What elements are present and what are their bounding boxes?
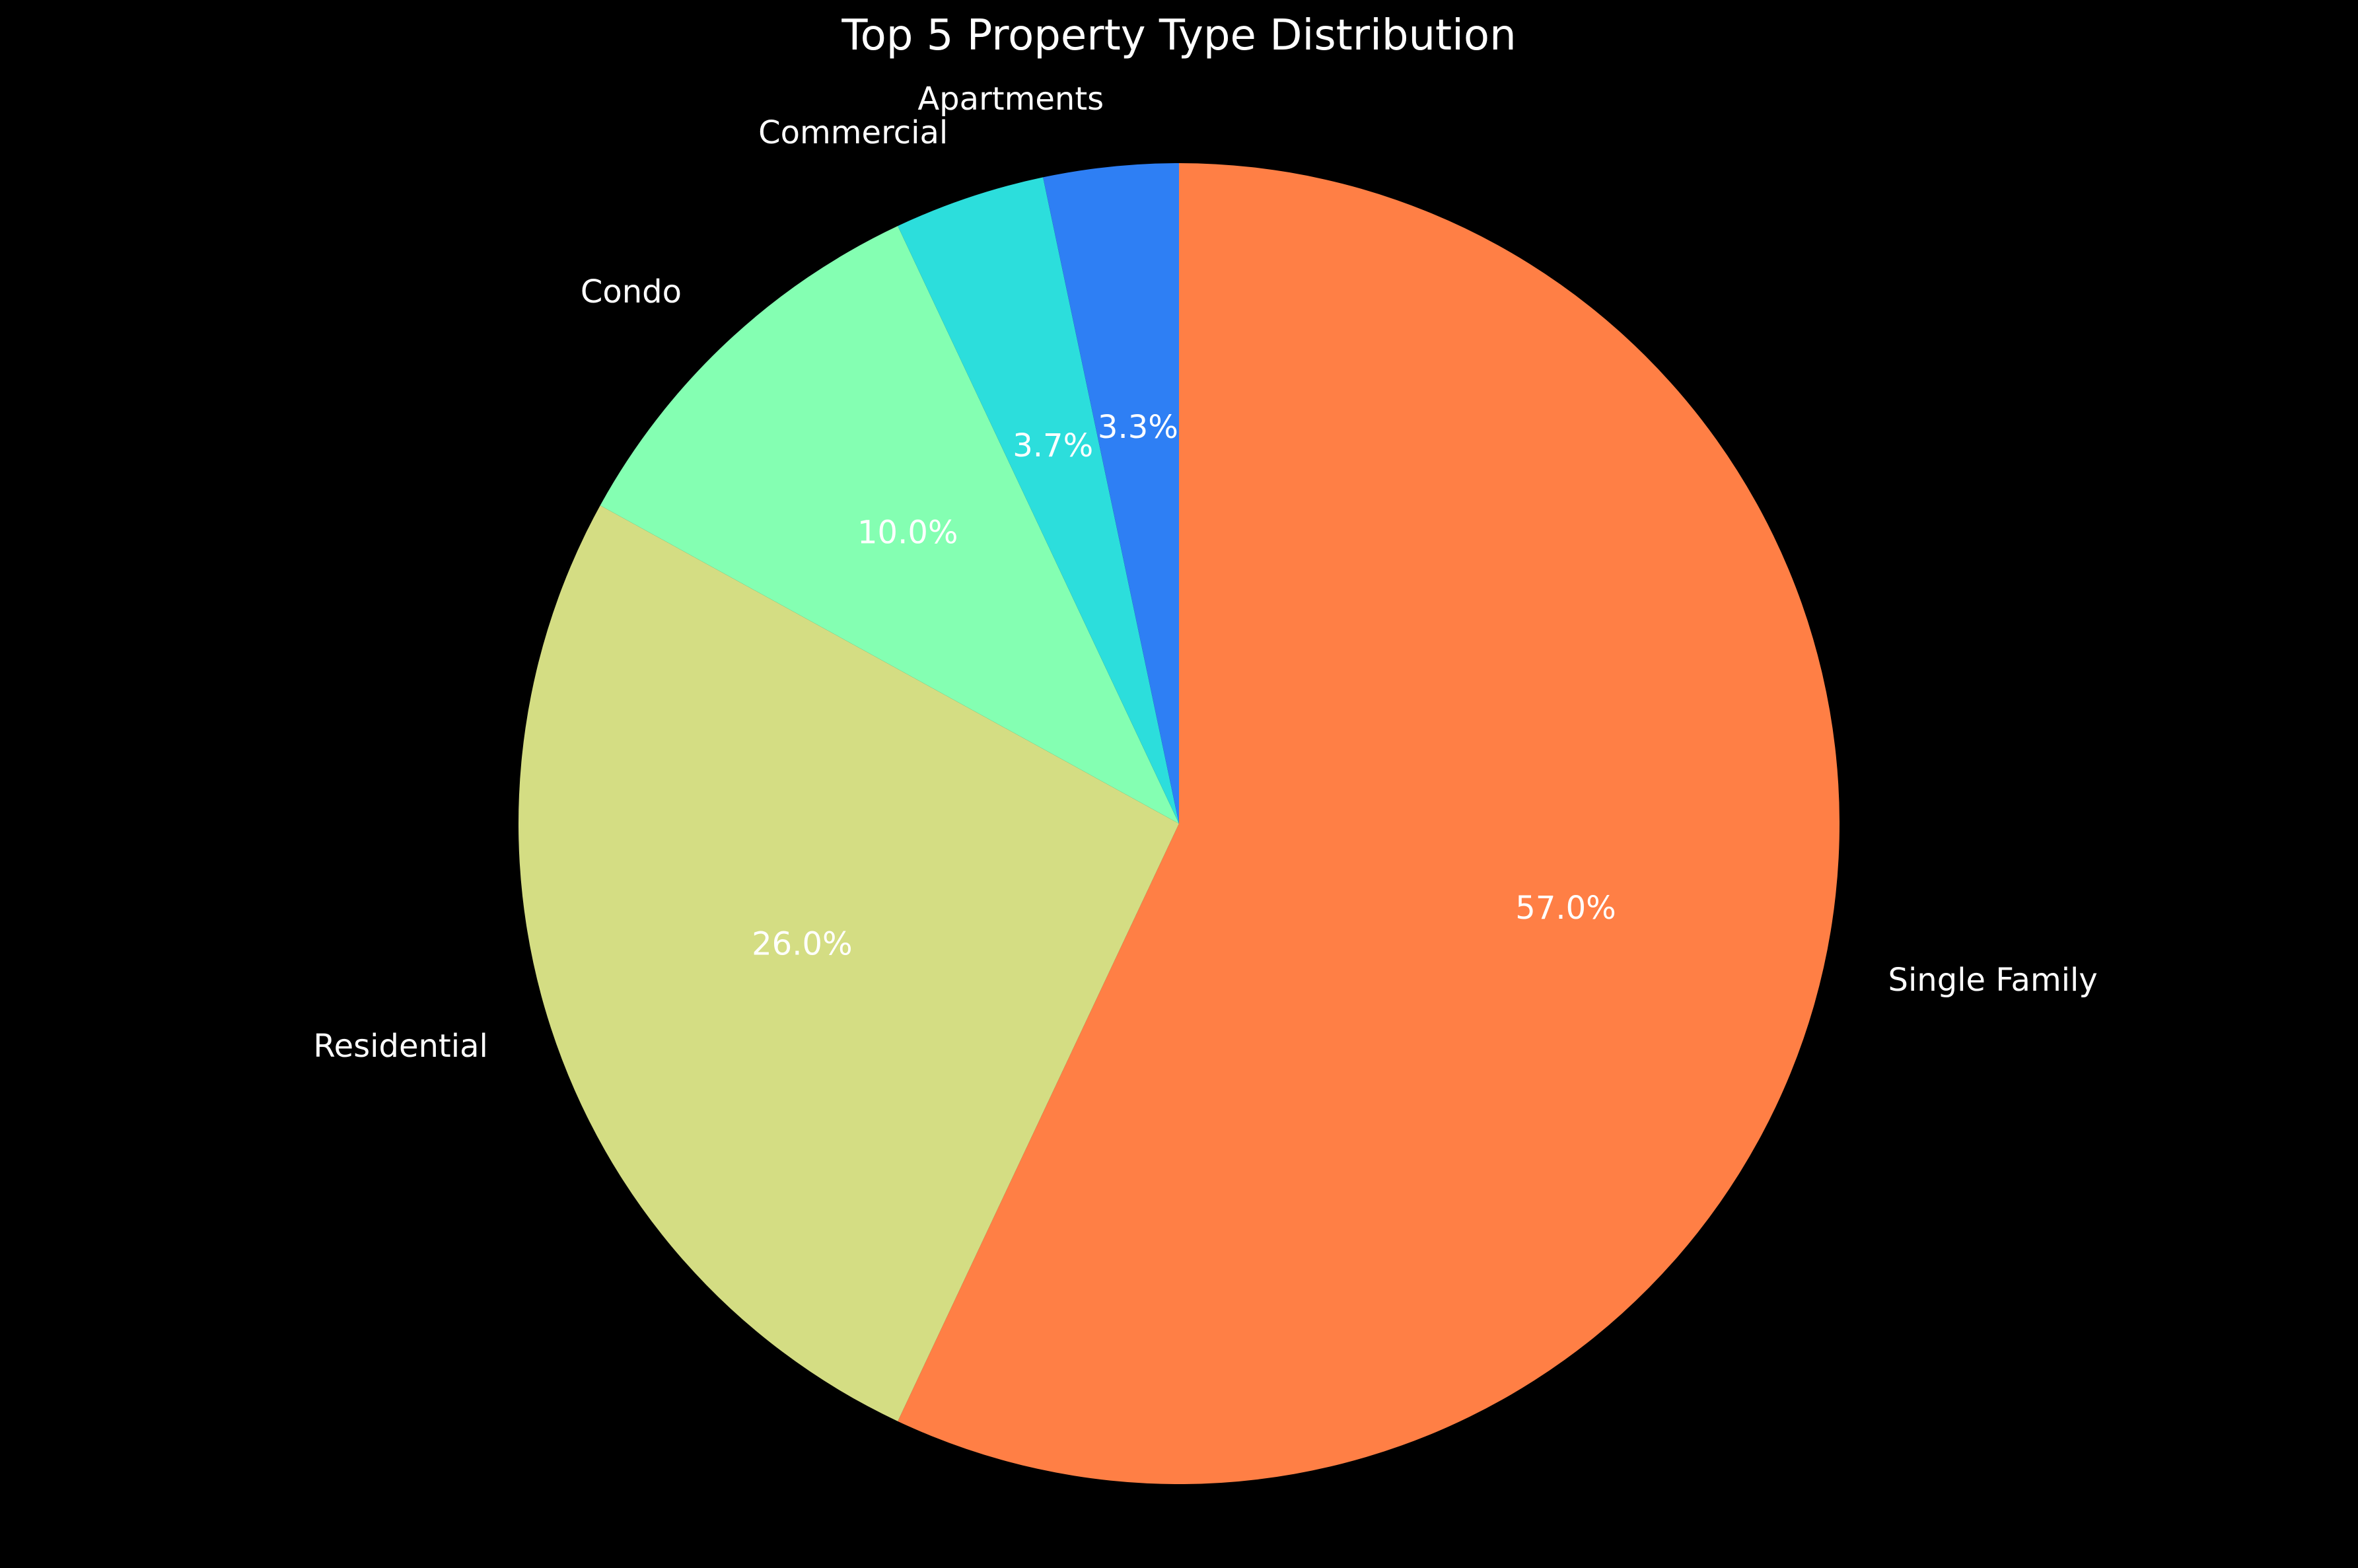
pie-labels: Single Family 57.0% Residential 26.0% Condo 1… — [313, 81, 2097, 1065]
pct-label-single-family: 57.0% — [1515, 890, 1616, 927]
pie-slice-commercial — [898, 177, 1179, 824]
pie-slice-condo — [600, 226, 1179, 824]
slice-label-condo: Condo — [581, 273, 682, 310]
slice-label-residential: Residential — [313, 1028, 487, 1065]
chart-title: Top 5 Property Type Distribution — [841, 11, 1516, 60]
pct-label-commercial: 3.7% — [1013, 427, 1093, 464]
pie-slice-residential — [518, 505, 1179, 1421]
slice-label-apartments: Apartments — [917, 81, 1104, 118]
pie-slice-single-family — [898, 163, 1840, 1484]
slice-label-commercial: Commercial — [758, 114, 948, 151]
pie-slice-apartments — [1043, 163, 1179, 824]
slice-label-single-family: Single Family — [1888, 962, 2098, 999]
pie-slices — [518, 163, 1840, 1484]
pct-label-condo: 10.0% — [857, 515, 958, 552]
pct-label-residential: 26.0% — [752, 925, 852, 962]
pct-label-apartments: 3.3% — [1098, 409, 1178, 446]
